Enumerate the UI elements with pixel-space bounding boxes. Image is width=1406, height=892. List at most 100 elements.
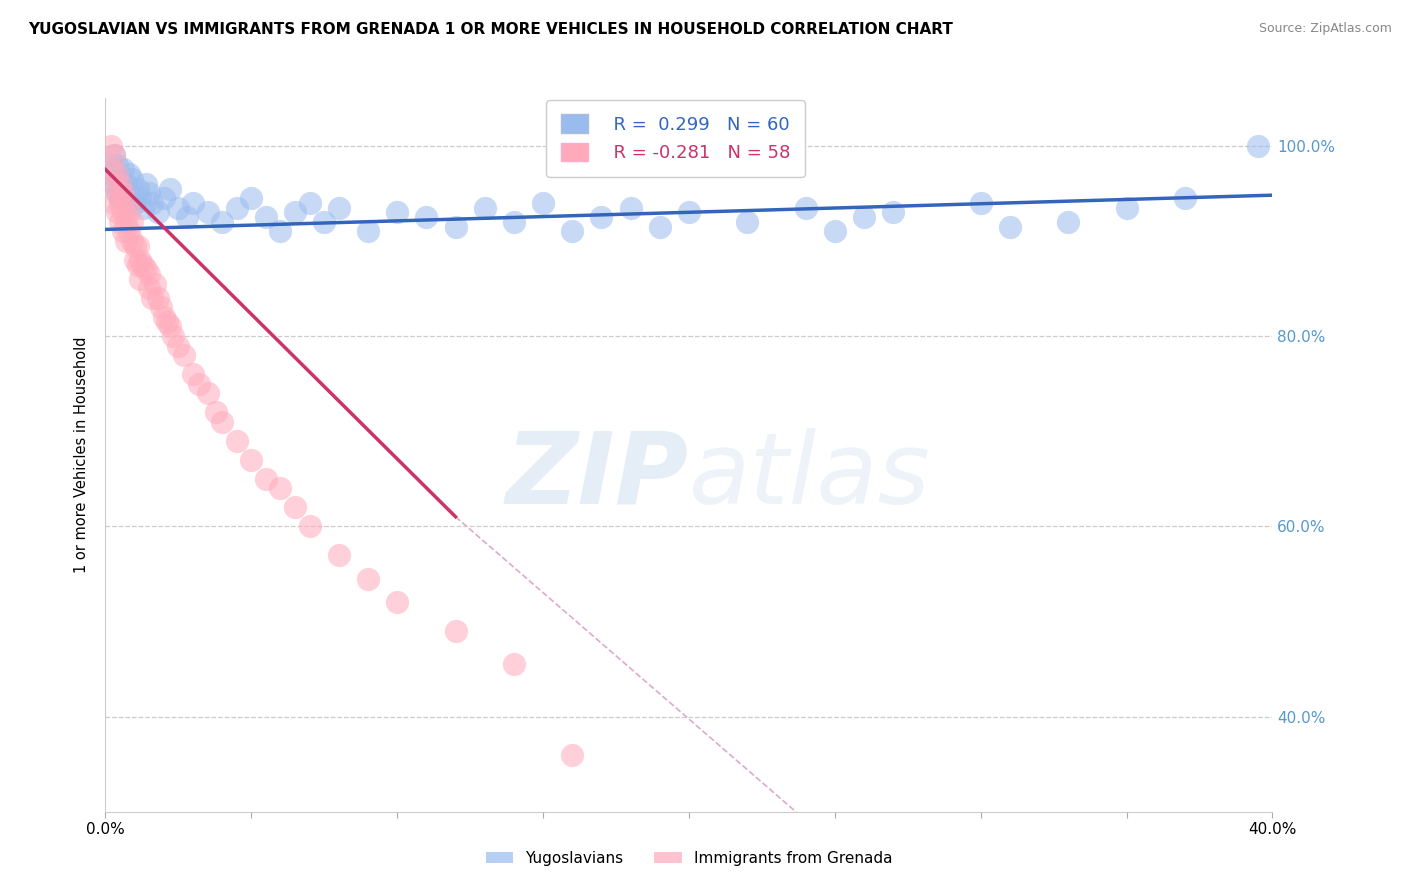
Point [385,205,408,219]
Point [129,191,152,205]
Point [225,201,247,215]
Point [124,195,146,210]
Point [269,224,292,238]
Point [132,201,155,215]
Point [240,452,263,467]
Point [138,186,160,201]
Point [118,224,141,238]
Point [115,234,138,248]
Text: atlas: atlas [689,428,931,524]
Point [129,252,152,267]
Point [561,747,583,762]
Point [103,177,125,191]
Point [619,201,641,215]
Point [357,224,380,238]
Point [108,172,131,186]
Point [105,167,128,181]
Point [254,210,277,224]
Point [444,219,467,234]
Point [115,177,138,191]
Point [197,386,219,401]
Point [197,205,219,219]
Point [531,195,554,210]
Point [678,205,700,219]
Point [314,215,336,229]
Point [824,224,846,238]
Point [118,167,141,181]
Text: YUGOSLAVIAN VS IMMIGRANTS FROM GRENADA 1 OR MORE VEHICLES IN HOUSEHOLD CORRELATI: YUGOSLAVIAN VS IMMIGRANTS FROM GRENADA 1… [28,22,953,37]
Point [105,186,128,201]
Point [357,572,380,586]
Text: Source: ZipAtlas.com: Source: ZipAtlas.com [1258,22,1392,36]
Point [138,267,160,281]
Point [127,238,149,252]
Point [121,172,143,186]
Point [298,195,321,210]
Point [146,291,169,305]
Point [159,319,181,334]
Point [284,500,307,515]
Point [648,219,671,234]
Point [111,224,134,238]
Point [173,348,195,362]
Point [121,234,143,248]
Point [141,195,163,210]
Point [1057,215,1080,229]
Y-axis label: 1 or more Vehicles in Household: 1 or more Vehicles in Household [75,336,90,574]
Point [240,191,263,205]
Point [149,301,172,315]
Point [111,186,134,201]
Point [998,219,1021,234]
Point [153,310,174,324]
Point [1115,201,1137,215]
Point [181,367,204,381]
Point [115,195,138,210]
Point [474,201,496,215]
Point [1247,138,1270,153]
Point [502,215,524,229]
Point [108,195,131,210]
Point [100,138,122,153]
Point [146,205,169,219]
Point [444,624,467,638]
Point [269,481,292,495]
Point [225,434,247,448]
Point [135,177,157,191]
Point [111,162,134,177]
Point [100,162,122,177]
Point [132,258,155,272]
Point [176,210,198,224]
Point [105,186,128,201]
Point [103,195,125,210]
Legend: Yugoslavians, Immigrants from Grenada: Yugoslavians, Immigrants from Grenada [479,845,898,871]
Point [328,201,350,215]
Point [284,205,307,219]
Text: ZIP: ZIP [506,428,689,524]
Point [1174,191,1197,205]
Point [108,177,131,191]
Point [502,657,524,672]
Point [127,258,149,272]
Point [737,215,759,229]
Point [118,186,141,201]
Point [159,181,181,195]
Point [121,215,143,229]
Point [561,224,583,238]
Point [211,415,233,429]
Point [143,277,166,291]
Point [969,195,991,210]
Point [124,252,146,267]
Point [129,272,152,286]
Point [124,238,146,252]
Point [141,291,163,305]
Point [254,472,277,486]
Point [385,595,408,609]
Point [211,215,233,229]
Point [162,329,184,343]
Point [205,405,228,419]
Point [105,158,128,172]
Point [591,210,613,224]
Point [156,315,179,329]
Point [187,376,209,391]
Point [167,338,190,352]
